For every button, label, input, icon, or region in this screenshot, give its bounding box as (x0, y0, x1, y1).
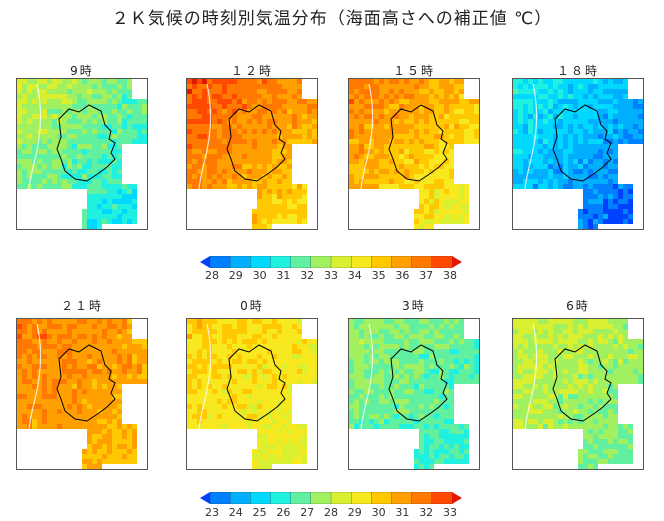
panel-label: 0時 (240, 299, 264, 313)
colorbar-bin (351, 492, 372, 504)
temperature-map (512, 78, 644, 230)
colorbar-bin (250, 492, 272, 504)
colorbar-bin (330, 492, 352, 504)
panel-label: 3時 (402, 299, 426, 313)
colorbar-tick-label: 33 (324, 269, 338, 282)
temperature-map (186, 78, 318, 230)
colorbar-bin (431, 256, 453, 268)
colorbar-low-arrow (200, 492, 210, 504)
colorbar-tick-label: 32 (300, 269, 315, 282)
panel-label: ２１時 (60, 299, 103, 313)
colorbar (200, 492, 462, 504)
colorbar-tick-label: 34 (347, 269, 362, 282)
colorbar-tick-label: 32 (419, 506, 434, 519)
colorbar-bin (250, 256, 272, 268)
colorbar-tick-label: 30 (371, 506, 386, 519)
temperature-map (16, 78, 148, 230)
colorbar-tick-label: 35 (371, 269, 386, 282)
colorbar-tick-label: 27 (300, 506, 315, 519)
panel-label: 9時 (70, 64, 94, 78)
temperature-map (512, 318, 644, 470)
colorbar-tick-label: 38 (443, 269, 457, 282)
colorbar-high-arrow (452, 492, 462, 504)
colorbar-bin (270, 492, 292, 504)
colorbar (200, 256, 462, 268)
panel-label: １８時 (556, 64, 599, 78)
panel-label: １２時 (230, 64, 273, 78)
colorbar-bin (351, 256, 372, 268)
colorbar-bin (391, 256, 413, 268)
colorbar-bin (290, 256, 312, 268)
colorbar-bin (230, 256, 251, 268)
colorbar-bin (270, 256, 292, 268)
colorbar-bin (371, 492, 393, 504)
colorbar-bin (371, 256, 393, 268)
temperature-map (16, 318, 148, 470)
colorbar-tick-label: 37 (419, 269, 434, 282)
colorbar-tick-label: 23 (205, 506, 219, 519)
temperature-map (348, 78, 480, 230)
colorbar-tick-label: 29 (228, 269, 243, 282)
temperature-map (348, 318, 480, 470)
colorbar-tick-label: 29 (347, 506, 362, 519)
figure-title: ２Ｋ気候の時刻別気温分布（海面高さへの補正値 ℃） (111, 9, 553, 29)
colorbar-low-arrow (200, 256, 210, 268)
colorbar-bin (209, 492, 231, 504)
colorbar-bin (290, 492, 312, 504)
colorbar-tick-label: 26 (276, 506, 291, 519)
colorbar-bin (431, 492, 453, 504)
colorbar-tick-label: 36 (395, 269, 410, 282)
colorbar-tick-label: 28 (205, 269, 219, 282)
colorbar-tick-label: 31 (276, 269, 291, 282)
colorbar-bin (209, 256, 231, 268)
colorbar-bin (411, 256, 433, 268)
colorbar-bin (391, 492, 413, 504)
panel-label: １５時 (392, 64, 435, 78)
colorbar-bin (230, 492, 251, 504)
colorbar-tick-label: 30 (252, 269, 267, 282)
colorbar-tick-label: 24 (228, 506, 243, 519)
colorbar-tick-label: 28 (324, 506, 338, 519)
colorbar-bin (330, 256, 352, 268)
colorbar-tick-label: 33 (443, 506, 457, 519)
colorbar-tick-label: 31 (395, 506, 410, 519)
temperature-map (186, 318, 318, 470)
colorbar-bin (411, 492, 433, 504)
colorbar-tick-label: 25 (252, 506, 267, 519)
colorbar-bin (310, 492, 332, 504)
colorbar-bin (310, 256, 332, 268)
colorbar-high-arrow (452, 256, 462, 268)
panel-label: 6時 (566, 299, 590, 313)
